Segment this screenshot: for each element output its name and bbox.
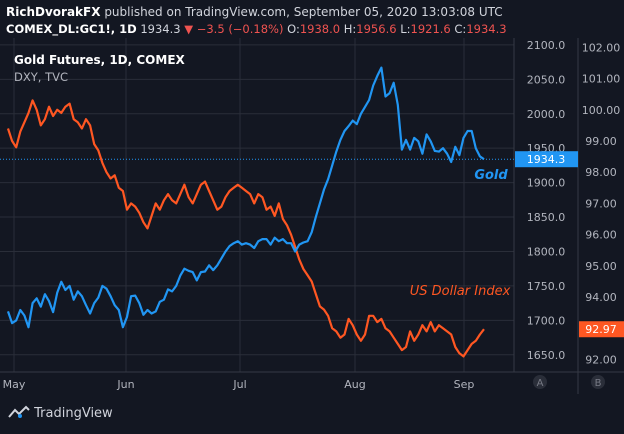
- high-label: H:: [343, 22, 357, 36]
- tradingview-logo[interactable]: TradingView: [8, 404, 113, 421]
- symbol-line: COMEX_DL:GC1!, 1D 1934.3 ▼ −3.5 (−0.18%)…: [6, 22, 507, 36]
- dxy-axis-tick: 95.00: [585, 260, 617, 273]
- time-axis-tick: Sep: [454, 378, 475, 391]
- gold-line: [6, 66, 485, 329]
- dxy-axis-tick: 92.00: [585, 354, 617, 367]
- dxy-axis-tick: 99.00: [585, 135, 617, 148]
- dxy-axis-tick: 97.00: [585, 197, 617, 210]
- gold-axis-tick: 2100.0: [527, 39, 566, 52]
- price-change: −3.5 (−0.18%): [196, 22, 284, 36]
- gold-last-badge: [515, 151, 578, 168]
- time-axis-tick: Jun: [116, 378, 134, 391]
- dxy-line: [6, 99, 485, 358]
- gold-annotation: Gold: [474, 168, 508, 183]
- gold-axis-tick: 1850.0: [527, 211, 566, 224]
- dxy-axis-tick: 98.00: [585, 166, 617, 179]
- high-value: 1956.6: [356, 22, 397, 36]
- axis-button-b-label: B: [595, 378, 602, 389]
- legend-secondary[interactable]: DXY, TVC: [14, 70, 68, 84]
- price-chart[interactable]: 2100.02050.02000.01950.01900.01850.01800…: [0, 0, 624, 394]
- publish-line: RichDvorakFX published on TradingView.co…: [6, 5, 503, 19]
- symbol-label[interactable]: COMEX_DL:GC1!, 1D: [6, 22, 137, 36]
- dxy-price-axis: 102.00 101.00 100.00 99.00 98.00 97.00 96.00 95…: [582, 41, 621, 366]
- time-axis-tick: Jul: [232, 378, 246, 391]
- tradingview-logo-text: TradingView: [34, 406, 113, 421]
- dxy-axis-tick: 100.00: [582, 104, 621, 117]
- gold-axis-tick: 1800.0: [527, 245, 566, 258]
- dxy-axis-tick: 94.00: [585, 291, 617, 304]
- dxy-last-badge-text: 92.97: [585, 323, 617, 336]
- gold-axis-tick: 2000.0: [527, 108, 566, 121]
- axis-button-b[interactable]: B: [591, 375, 605, 389]
- footer: [0, 394, 624, 434]
- labels-layer: 1934.3 92.97 Gold US Dollar Index: [410, 151, 624, 338]
- dxy-axis-tick: 102.00: [582, 41, 621, 54]
- dxy-last-badge: [579, 321, 624, 338]
- gold-axis-tick: 1650.0: [527, 349, 566, 362]
- gold-axis-tick: 1900.0: [527, 177, 566, 190]
- gold-axis-tick: 2050.0: [527, 73, 566, 86]
- tradingview-icon: [8, 405, 30, 418]
- legend-main[interactable]: Gold Futures, 1D, COMEX: [14, 53, 185, 67]
- chart-header: RichDvorakFX published on TradingView.co…: [0, 0, 624, 38]
- down-arrow-icon: ▼: [184, 22, 194, 36]
- last-price: 1934.3: [140, 22, 181, 36]
- low-value: 1921.6: [410, 22, 451, 36]
- gold-last-badge-text: 1934.3: [527, 153, 566, 166]
- axis-button-a[interactable]: A: [533, 375, 547, 389]
- gold-axis-tick: 1700.0: [527, 314, 566, 327]
- dxy-axis-tick: 101.00: [582, 73, 621, 86]
- open-value: 1938.0: [299, 22, 341, 36]
- dxy-annotation: US Dollar Index: [410, 284, 511, 299]
- gold-price-axis: 2100.02050.02000.01950.01900.01850.01800…: [527, 39, 566, 362]
- time-axis-tick: Aug: [344, 378, 365, 391]
- gold-axis-tick: 1750.0: [527, 280, 566, 293]
- time-axis: May Jun Jul Aug Sep: [3, 378, 475, 391]
- low-label: L:: [400, 22, 411, 36]
- series-layer: [6, 66, 485, 358]
- open-label: O:: [287, 22, 300, 36]
- dxy-axis-tick: 96.00: [585, 229, 617, 242]
- axis-button-a-label: A: [537, 378, 544, 389]
- close-label: C:: [454, 22, 467, 36]
- publish-text: published on TradingView.com, September …: [104, 5, 503, 19]
- time-axis-tick: May: [3, 378, 26, 391]
- author-name[interactable]: RichDvorakFX: [6, 5, 101, 19]
- close-value: 1934.3: [466, 22, 507, 36]
- grid-lines: [0, 38, 514, 372]
